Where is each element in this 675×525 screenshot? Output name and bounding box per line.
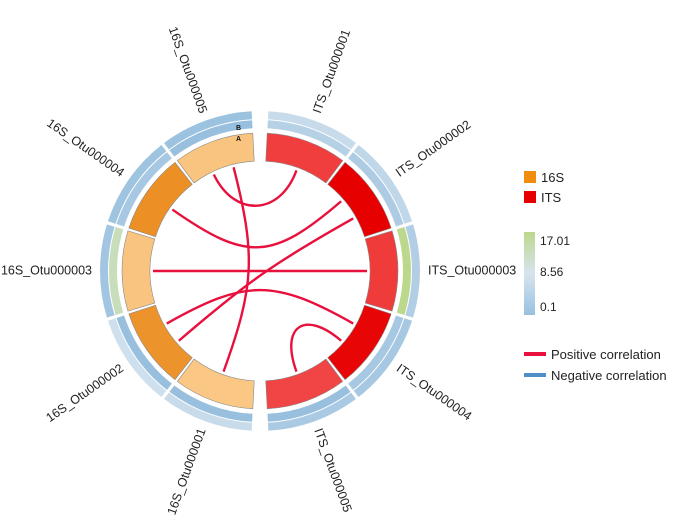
legend-label-negative: Negative correlation bbox=[551, 368, 667, 383]
outer-tracks bbox=[100, 111, 420, 431]
track-b-16s-otu000001 bbox=[164, 392, 253, 431]
segment-its-otu000004 bbox=[327, 304, 392, 381]
link-4 bbox=[178, 217, 354, 342]
track-a-16s-otu000003 bbox=[109, 227, 124, 315]
correlation-links bbox=[152, 167, 367, 373]
track-a-16s-otu000004 bbox=[116, 152, 172, 227]
label-its-otu000005: ITS_Otu000005 bbox=[311, 426, 354, 514]
track-a-its-otu000002 bbox=[348, 152, 404, 227]
track-b-16s-otu000003 bbox=[100, 224, 115, 318]
track-a-16s-otu000002 bbox=[116, 315, 172, 390]
legend-label-positive: Positive correlation bbox=[551, 347, 661, 362]
track-a-16s-otu000001 bbox=[169, 385, 253, 422]
legend-label-16s: 16S bbox=[541, 170, 564, 185]
legend-label-its: ITS bbox=[541, 190, 562, 205]
color-scale-bar bbox=[524, 232, 535, 315]
legend-swatch-16s bbox=[524, 171, 536, 183]
segment-16s-otu000003 bbox=[121, 230, 156, 312]
track-b-its-otu000004 bbox=[353, 318, 413, 398]
label-16s-otu000001: 16S_Otu000001 bbox=[164, 426, 208, 516]
track-a-its-otu000001 bbox=[267, 120, 351, 157]
link-1 bbox=[222, 167, 251, 373]
group-legend: 16S ITS bbox=[524, 170, 564, 205]
track-a-16s-otu000005 bbox=[169, 120, 253, 157]
track-b-its-otu000001 bbox=[267, 111, 356, 150]
segment-its-otu000001 bbox=[265, 132, 344, 184]
label-its-otu000001: ITS_Otu000001 bbox=[310, 27, 353, 115]
track-b-its-otu000002 bbox=[353, 144, 413, 224]
segment-16s-otu000005 bbox=[176, 132, 255, 184]
track-b-16s-otu000002 bbox=[107, 318, 167, 398]
track-b-16s-otu000004 bbox=[107, 144, 167, 224]
track-letter-b: B bbox=[236, 125, 241, 132]
link-6 bbox=[290, 323, 342, 373]
segment-its-otu000005 bbox=[265, 358, 344, 410]
track-b-16s-otu000005 bbox=[164, 111, 253, 150]
label-its-otu000002: ITS_Otu000002 bbox=[393, 118, 473, 180]
track-b-its-otu000003 bbox=[405, 224, 420, 318]
segment-16s-otu000001 bbox=[176, 358, 255, 410]
scale-min-label: 0.1 bbox=[540, 300, 557, 314]
label-its-otu000003: ITS_Otu000003 bbox=[428, 263, 516, 277]
link-5 bbox=[166, 288, 354, 325]
segment-its-otu000003 bbox=[364, 230, 399, 312]
label-16s-otu000003: 16S_Otu000003 bbox=[1, 263, 92, 277]
track-b-its-otu000005 bbox=[267, 392, 356, 431]
segment-16s-otu000004 bbox=[128, 161, 193, 238]
segment-16s-otu000002 bbox=[128, 304, 193, 381]
link-2 bbox=[171, 200, 342, 249]
segment-its-otu000002 bbox=[327, 161, 392, 238]
inner-segments bbox=[121, 132, 399, 410]
track-a-its-otu000004 bbox=[348, 315, 404, 390]
track-letter-a: A bbox=[236, 136, 241, 143]
scale-max-label: 17.01 bbox=[540, 234, 570, 248]
label-its-otu000004: ITS_Otu000004 bbox=[394, 361, 474, 423]
link-0 bbox=[212, 169, 298, 207]
scale-mid-label: 8.56 bbox=[540, 265, 564, 279]
correlation-legend: Positive correlation Negative correlatio… bbox=[524, 347, 667, 383]
track-a-its-otu000005 bbox=[267, 385, 351, 422]
legend-swatch-its bbox=[524, 191, 536, 203]
label-16s-otu000002: 16S_Otu000002 bbox=[43, 361, 126, 425]
label-16s-otu000004: 16S_Otu000004 bbox=[44, 116, 127, 180]
track-a-its-otu000003 bbox=[396, 227, 412, 315]
color-scale: 17.01 8.56 0.1 bbox=[524, 232, 570, 315]
label-16s-otu000005: 16S_Otu000005 bbox=[166, 25, 210, 115]
